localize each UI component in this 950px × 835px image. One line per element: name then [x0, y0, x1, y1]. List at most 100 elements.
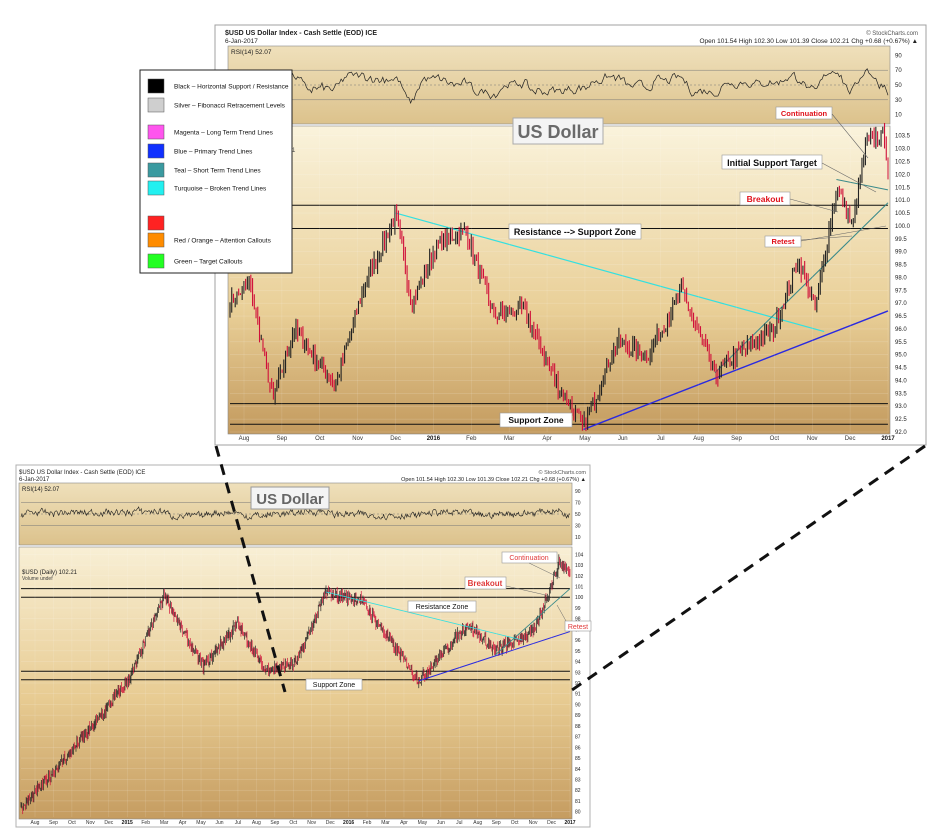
price-tick-label: 90	[575, 702, 581, 708]
price-tick-label: 103	[575, 563, 584, 569]
top-rsi-ticks: 90 70 50 30 10	[895, 53, 902, 118]
price-tick-label: 103.5	[895, 134, 911, 140]
bottom-support-box	[305, 678, 363, 691]
price-tick-label: 98	[575, 617, 581, 623]
bottom-breakout-box	[464, 576, 507, 590]
x-tick-label: Sep	[492, 820, 501, 826]
top-target-pointer	[821, 162, 877, 193]
x-tick-label: Jul	[235, 820, 241, 826]
price-tick-label: 86	[575, 745, 581, 751]
price-tick-label: 102.5	[895, 159, 911, 165]
x-tick-label: Mar	[160, 820, 169, 826]
price-tick-label: 97.5	[895, 288, 907, 294]
price-tick-label: 81	[575, 799, 581, 805]
price-tick-label: 100	[575, 595, 584, 601]
bottom-retest-pointer	[556, 604, 567, 622]
x-tick-label: Sep	[49, 820, 58, 826]
rsi-tick-label: 10	[575, 535, 581, 541]
price-tick-label: 100.0	[895, 224, 911, 230]
x-tick-label: Mar	[504, 436, 514, 442]
legend-swatch	[147, 78, 165, 94]
x-tick-label: Nov	[807, 436, 818, 442]
legend-label: Blue – Primary Trend Lines	[174, 149, 253, 156]
top-continuation-box	[775, 106, 833, 120]
x-tick-label: Dec	[326, 820, 335, 826]
rsi-tick-label: 30	[575, 524, 581, 530]
bottom-price-panel	[18, 546, 573, 820]
teal-trend-line	[494, 588, 571, 656]
price-tick-label: 92.5	[895, 417, 907, 423]
x-tick-label: Nov	[529, 820, 538, 826]
price-tick-label: 96.0	[895, 327, 907, 333]
top-rsi-label: RSI(14) 52.07	[231, 49, 272, 56]
price-tick-label: 85	[575, 756, 581, 762]
price-tick-label: 96.5	[895, 314, 907, 320]
legend-label: Magenta – Long Term Trend Lines	[174, 130, 274, 137]
blue-trend-line	[418, 631, 571, 682]
x-tick-label: Sep	[277, 436, 288, 442]
top-stray-label: 1	[292, 148, 296, 154]
x-tick-label: Aug	[31, 820, 40, 826]
bottom-support-label: Support Zone	[313, 682, 356, 689]
rsi-tick-label: 90	[895, 53, 902, 59]
bottom-price-label: $USD (Daily) 102.21	[22, 570, 78, 576]
bottom-header-ohlc: Open 101.54 High 102.30 Low 101.39 Close…	[401, 477, 586, 483]
legend-label: Turquoise – Broken Trend Lines	[174, 186, 267, 193]
bottom-retest-box	[564, 620, 592, 632]
bottom-breakout-label: Breakout	[468, 579, 503, 588]
price-tick-label: 94.0	[895, 378, 907, 384]
x-tick-label: 2015	[122, 820, 133, 826]
legend-swatch	[147, 162, 165, 178]
top-rsi-grid	[230, 69, 888, 101]
price-tick-label: 93	[575, 670, 581, 676]
top-chart: $USD US Dollar Index - Cash Settle (EOD)…	[214, 24, 927, 446]
top-x-ticks: Aug Sep Oct Nov Dec 2016 Feb Mar Apr May Jun Jul Aug…	[239, 128, 895, 442]
zoom-connector-left	[214, 445, 287, 693]
top-resistance-label: Resistance --> Support Zone	[514, 227, 636, 237]
turquoise-trend-line	[395, 212, 825, 333]
x-tick-label: Jul	[456, 820, 462, 826]
x-tick-label: Feb	[363, 820, 372, 826]
top-watermark: © StockCharts.com	[866, 30, 918, 37]
bottom-big-title: US Dollar	[256, 491, 324, 508]
price-tick-label: 89	[575, 713, 581, 719]
x-tick-label: Feb	[466, 436, 477, 442]
x-tick-label: Aug	[693, 436, 704, 442]
top-title-box	[512, 117, 604, 145]
top-retest-box	[764, 235, 802, 248]
top-big-title: US Dollar	[517, 122, 598, 142]
price-tick-label: 93.0	[895, 404, 907, 410]
rsi-tick-label: 10	[895, 113, 902, 119]
top-support-box	[499, 412, 573, 428]
x-tick-label: Nov	[352, 436, 363, 442]
top-price-ticks: 103.5 103.0 102.5 102.0 101.5 101.0 100.5 100.0…	[895, 134, 911, 436]
bottom-resistance-label: Resistance Zone	[416, 604, 469, 611]
bottom-resistance-box	[407, 600, 477, 613]
top-breakout-pointer	[789, 198, 839, 213]
x-tick-label: Dec	[390, 436, 401, 442]
top-breakout-label: Breakout	[747, 194, 784, 204]
x-tick-label: Sep	[270, 820, 279, 826]
legend-label: Green – Target Callouts	[174, 259, 243, 266]
blue-trend-line	[583, 310, 889, 431]
x-tick-label: Jun	[215, 820, 223, 826]
legend-swatch	[147, 232, 165, 248]
bottom-continuation-pointer	[528, 562, 561, 579]
price-tick-label: 100.5	[895, 211, 911, 217]
top-trend-lines	[395, 179, 889, 431]
x-tick-label: Aug	[473, 820, 482, 826]
price-tick-label: 84	[575, 767, 581, 773]
bottom-retest-label: Retest	[568, 624, 588, 631]
x-tick-label: May	[196, 820, 206, 826]
bottom-trend-lines	[325, 588, 571, 682]
x-tick-label: Nov	[86, 820, 95, 826]
bottom-title-box	[250, 486, 330, 510]
price-tick-label: 83	[575, 777, 581, 783]
x-tick-label: Jun	[437, 820, 445, 826]
rsi-tick-label: 70	[575, 500, 581, 506]
top-breakout-box	[739, 191, 791, 206]
bottom-breakout-pointer	[505, 585, 551, 597]
price-tick-label: 95	[575, 649, 581, 655]
x-tick-label: Jul	[657, 436, 665, 442]
price-tick-label: 82	[575, 788, 581, 794]
